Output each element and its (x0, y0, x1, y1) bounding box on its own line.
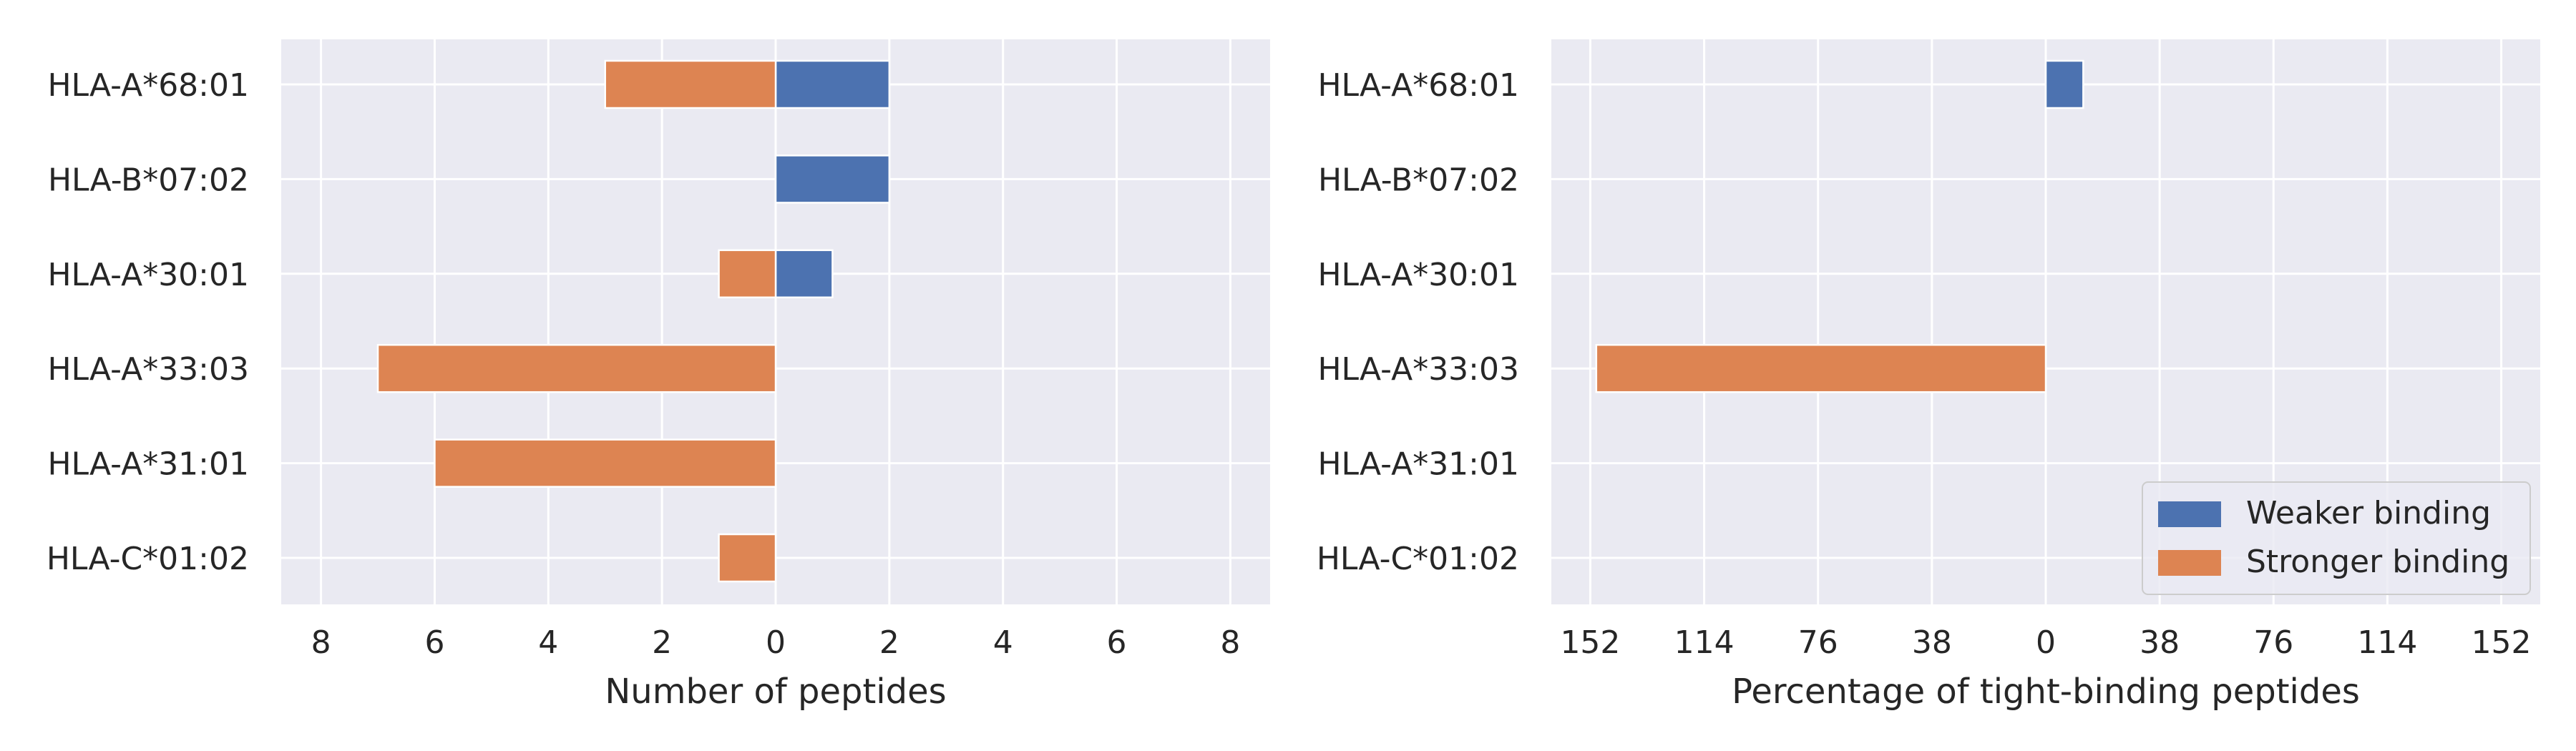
x-tick-label: 38 (1912, 624, 1952, 661)
x-axis-label: Percentage of tight-binding peptides (1732, 672, 2360, 712)
x-axis-label: Number of peptides (605, 672, 946, 712)
x-tick-label: 152 (2472, 624, 2532, 661)
bar-weaker (774, 154, 891, 204)
bar-weaker (774, 59, 891, 109)
x-tick-label: 6 (424, 624, 444, 661)
x-tick-label: 6 (1107, 624, 1127, 661)
x-tick-label: 8 (311, 624, 331, 661)
y-tick-label: HLA-B*07:02 (1318, 162, 1519, 198)
chart-panel-2: 152 114 76 38 0 38 76 114 152 HLA-A*68:01 HLA-B*07… (1317, 39, 2540, 712)
y-tick-label: HLA-A*33:03 (1317, 351, 1519, 388)
legend-swatch (2158, 501, 2221, 527)
y-tick-label: HLA-A*30:01 (1317, 257, 1519, 293)
bar-stronger (434, 438, 777, 488)
legend-label: Stronger binding (2246, 544, 2509, 580)
x-tick-label: 2 (879, 624, 899, 661)
bar-stronger (376, 343, 777, 393)
x-tick-label: 76 (1798, 624, 1838, 661)
y-tick-label: HLA-A*31:01 (47, 446, 249, 483)
chart-panel-1: 8 6 4 2 0 2 4 6 8 HLA-A*68:01 HLA-B*07:02 HLA-A*30:… (47, 39, 1270, 712)
y-tick-label: HLA-C*01:02 (47, 541, 249, 577)
bar-stronger (604, 59, 777, 109)
x-tick-label: 114 (1674, 624, 1735, 661)
bar-weaker (2044, 59, 2084, 109)
legend: Weaker binding Stronger binding (2142, 481, 2531, 595)
x-tick-label: 114 (2357, 624, 2417, 661)
y-tick-label: HLA-C*01:02 (1317, 541, 1519, 577)
bar-stronger (1595, 343, 2047, 393)
x-tick-label: 4 (538, 624, 558, 661)
legend-label: Weaker binding (2246, 495, 2491, 531)
x-tick-label: 152 (1560, 624, 1620, 661)
y-tick-label: HLA-B*07:02 (48, 162, 249, 198)
x-tick-label: 76 (2253, 624, 2293, 661)
x-tick-label: 8 (1220, 624, 1240, 661)
bar-stronger (718, 249, 777, 299)
y-tick-label: HLA-A*33:03 (47, 351, 249, 388)
y-tick-label: HLA-A*30:01 (47, 257, 249, 293)
x-tick-label: 2 (652, 624, 672, 661)
legend-swatch (2158, 550, 2221, 576)
y-tick-label: HLA-A*31:01 (1317, 446, 1519, 483)
y-tick-label: HLA-A*68:01 (47, 67, 249, 104)
x-tick-label: 38 (2140, 624, 2180, 661)
x-tick-label: 0 (766, 624, 786, 661)
legend-box (2142, 481, 2531, 595)
x-tick-label: 0 (2036, 624, 2056, 661)
bar-weaker (774, 249, 834, 299)
bar-stronger (718, 533, 777, 583)
x-tick-label: 4 (993, 624, 1013, 661)
y-tick-label: HLA-A*68:01 (1317, 67, 1519, 104)
